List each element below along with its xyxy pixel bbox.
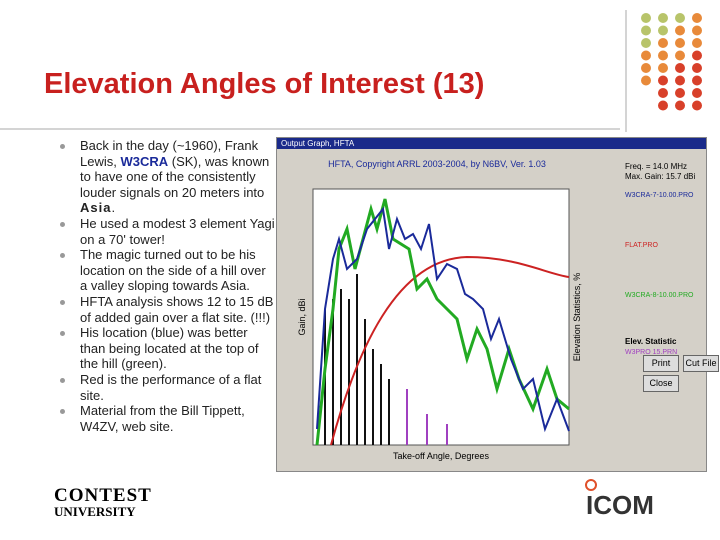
dot bbox=[658, 50, 668, 61]
dot bbox=[692, 88, 702, 98]
bullet: The magic turned out to be his location … bbox=[60, 247, 275, 294]
logo-top: CONTEST bbox=[54, 485, 152, 506]
dot bbox=[641, 38, 651, 48]
button[interactable]: Cut File bbox=[683, 355, 719, 372]
stat-bars bbox=[324, 274, 448, 445]
bullet: Material from the Bill Tippett, W4ZV, we… bbox=[60, 403, 275, 434]
dot bbox=[692, 75, 702, 86]
dot bbox=[658, 25, 668, 36]
dot bbox=[692, 63, 702, 73]
dot bbox=[675, 88, 685, 98]
y2-label: Elevation Statistics, % bbox=[572, 273, 582, 362]
text: Asia bbox=[80, 200, 112, 216]
dot bbox=[675, 63, 685, 73]
text: Back in the day (~1960), Frank Lewis, bbox=[80, 138, 259, 169]
file-list: W3CRA-7-10.00.PRO FLAT.PRO W3CRA-8-10.00.P… bbox=[625, 192, 694, 299]
dot bbox=[658, 38, 668, 48]
bullet: HFTA analysis shows 12 to 15 dB of added… bbox=[60, 294, 275, 325]
file-name: W3CRA-8-10.00.PRO bbox=[625, 292, 694, 299]
callsign: W3CRA bbox=[120, 153, 169, 169]
freq: Freq. = 14.0 MHz bbox=[625, 162, 687, 171]
y-label: Gain, dBi bbox=[297, 298, 307, 335]
logo-right: ICOM bbox=[586, 490, 654, 520]
dot bbox=[641, 75, 651, 86]
dot bbox=[658, 88, 668, 98]
logo-mark bbox=[585, 479, 597, 491]
dot bbox=[692, 13, 702, 23]
text: (SK), was known to have one of the consi… bbox=[80, 153, 270, 200]
bullet-list: Back in the day (~1960), Frank Lewis, W3… bbox=[60, 138, 275, 434]
dot bbox=[641, 25, 651, 36]
button[interactable]: Close bbox=[643, 375, 679, 392]
dot bbox=[692, 25, 702, 36]
chart-title: HFTA, Copyright ARRL 2003-2004, by N6BV,… bbox=[328, 159, 546, 169]
logo-left: CONTEST UNIVERSITY bbox=[54, 485, 152, 520]
dot bbox=[658, 63, 668, 73]
dot bbox=[641, 13, 651, 23]
dot bbox=[658, 13, 668, 23]
button[interactable]: Print bbox=[643, 355, 679, 372]
max-gain: Max. Gain: 15.7 dBi bbox=[625, 172, 695, 181]
dot-grid bbox=[641, 13, 702, 111]
stat-file: W3PRO 15.PRN bbox=[625, 349, 677, 356]
dot bbox=[675, 75, 685, 86]
bullet: Back in the day (~1960), Frank Lewis, W3… bbox=[60, 138, 275, 216]
dot bbox=[641, 50, 651, 61]
dot bbox=[692, 100, 702, 111]
bullet: Red is the performance of a flat site. bbox=[60, 372, 275, 403]
dot bbox=[641, 63, 651, 73]
dot bbox=[658, 75, 668, 86]
plot-area bbox=[312, 188, 570, 446]
dot bbox=[675, 50, 685, 61]
dot bbox=[675, 13, 685, 23]
stat-heading: Elev. Statistic bbox=[625, 337, 677, 346]
dot bbox=[692, 38, 702, 48]
bullet: His location (blue) was better than bein… bbox=[60, 325, 275, 372]
location-curve bbox=[316, 206, 570, 433]
logo-bottom: UNIVERSITY bbox=[54, 504, 136, 519]
dot bbox=[692, 50, 702, 61]
title: Elevation Angles of Interest (13) bbox=[44, 68, 485, 100]
x-label: Take-off Angle, Degrees bbox=[393, 451, 489, 461]
dot bbox=[675, 38, 685, 48]
text: . bbox=[111, 200, 116, 216]
dot bbox=[675, 25, 685, 36]
flat-curve bbox=[330, 255, 570, 446]
file-name: W3CRA-7-10.00.PRO bbox=[625, 192, 694, 199]
plot: HFTA, Copyright ARRL 2003-2004, by N6BV,… bbox=[297, 159, 695, 461]
dot bbox=[675, 100, 685, 111]
bullet: He used a modest 3 element Yagi on a 70'… bbox=[60, 216, 275, 247]
hfta-window: Output Graph, HFTA HFTA, Copyright ARRL … bbox=[276, 137, 719, 472]
dot bbox=[658, 100, 668, 111]
file-name: FLAT.PRO bbox=[625, 242, 658, 249]
title-bar: Output Graph, HFTA bbox=[277, 138, 706, 149]
